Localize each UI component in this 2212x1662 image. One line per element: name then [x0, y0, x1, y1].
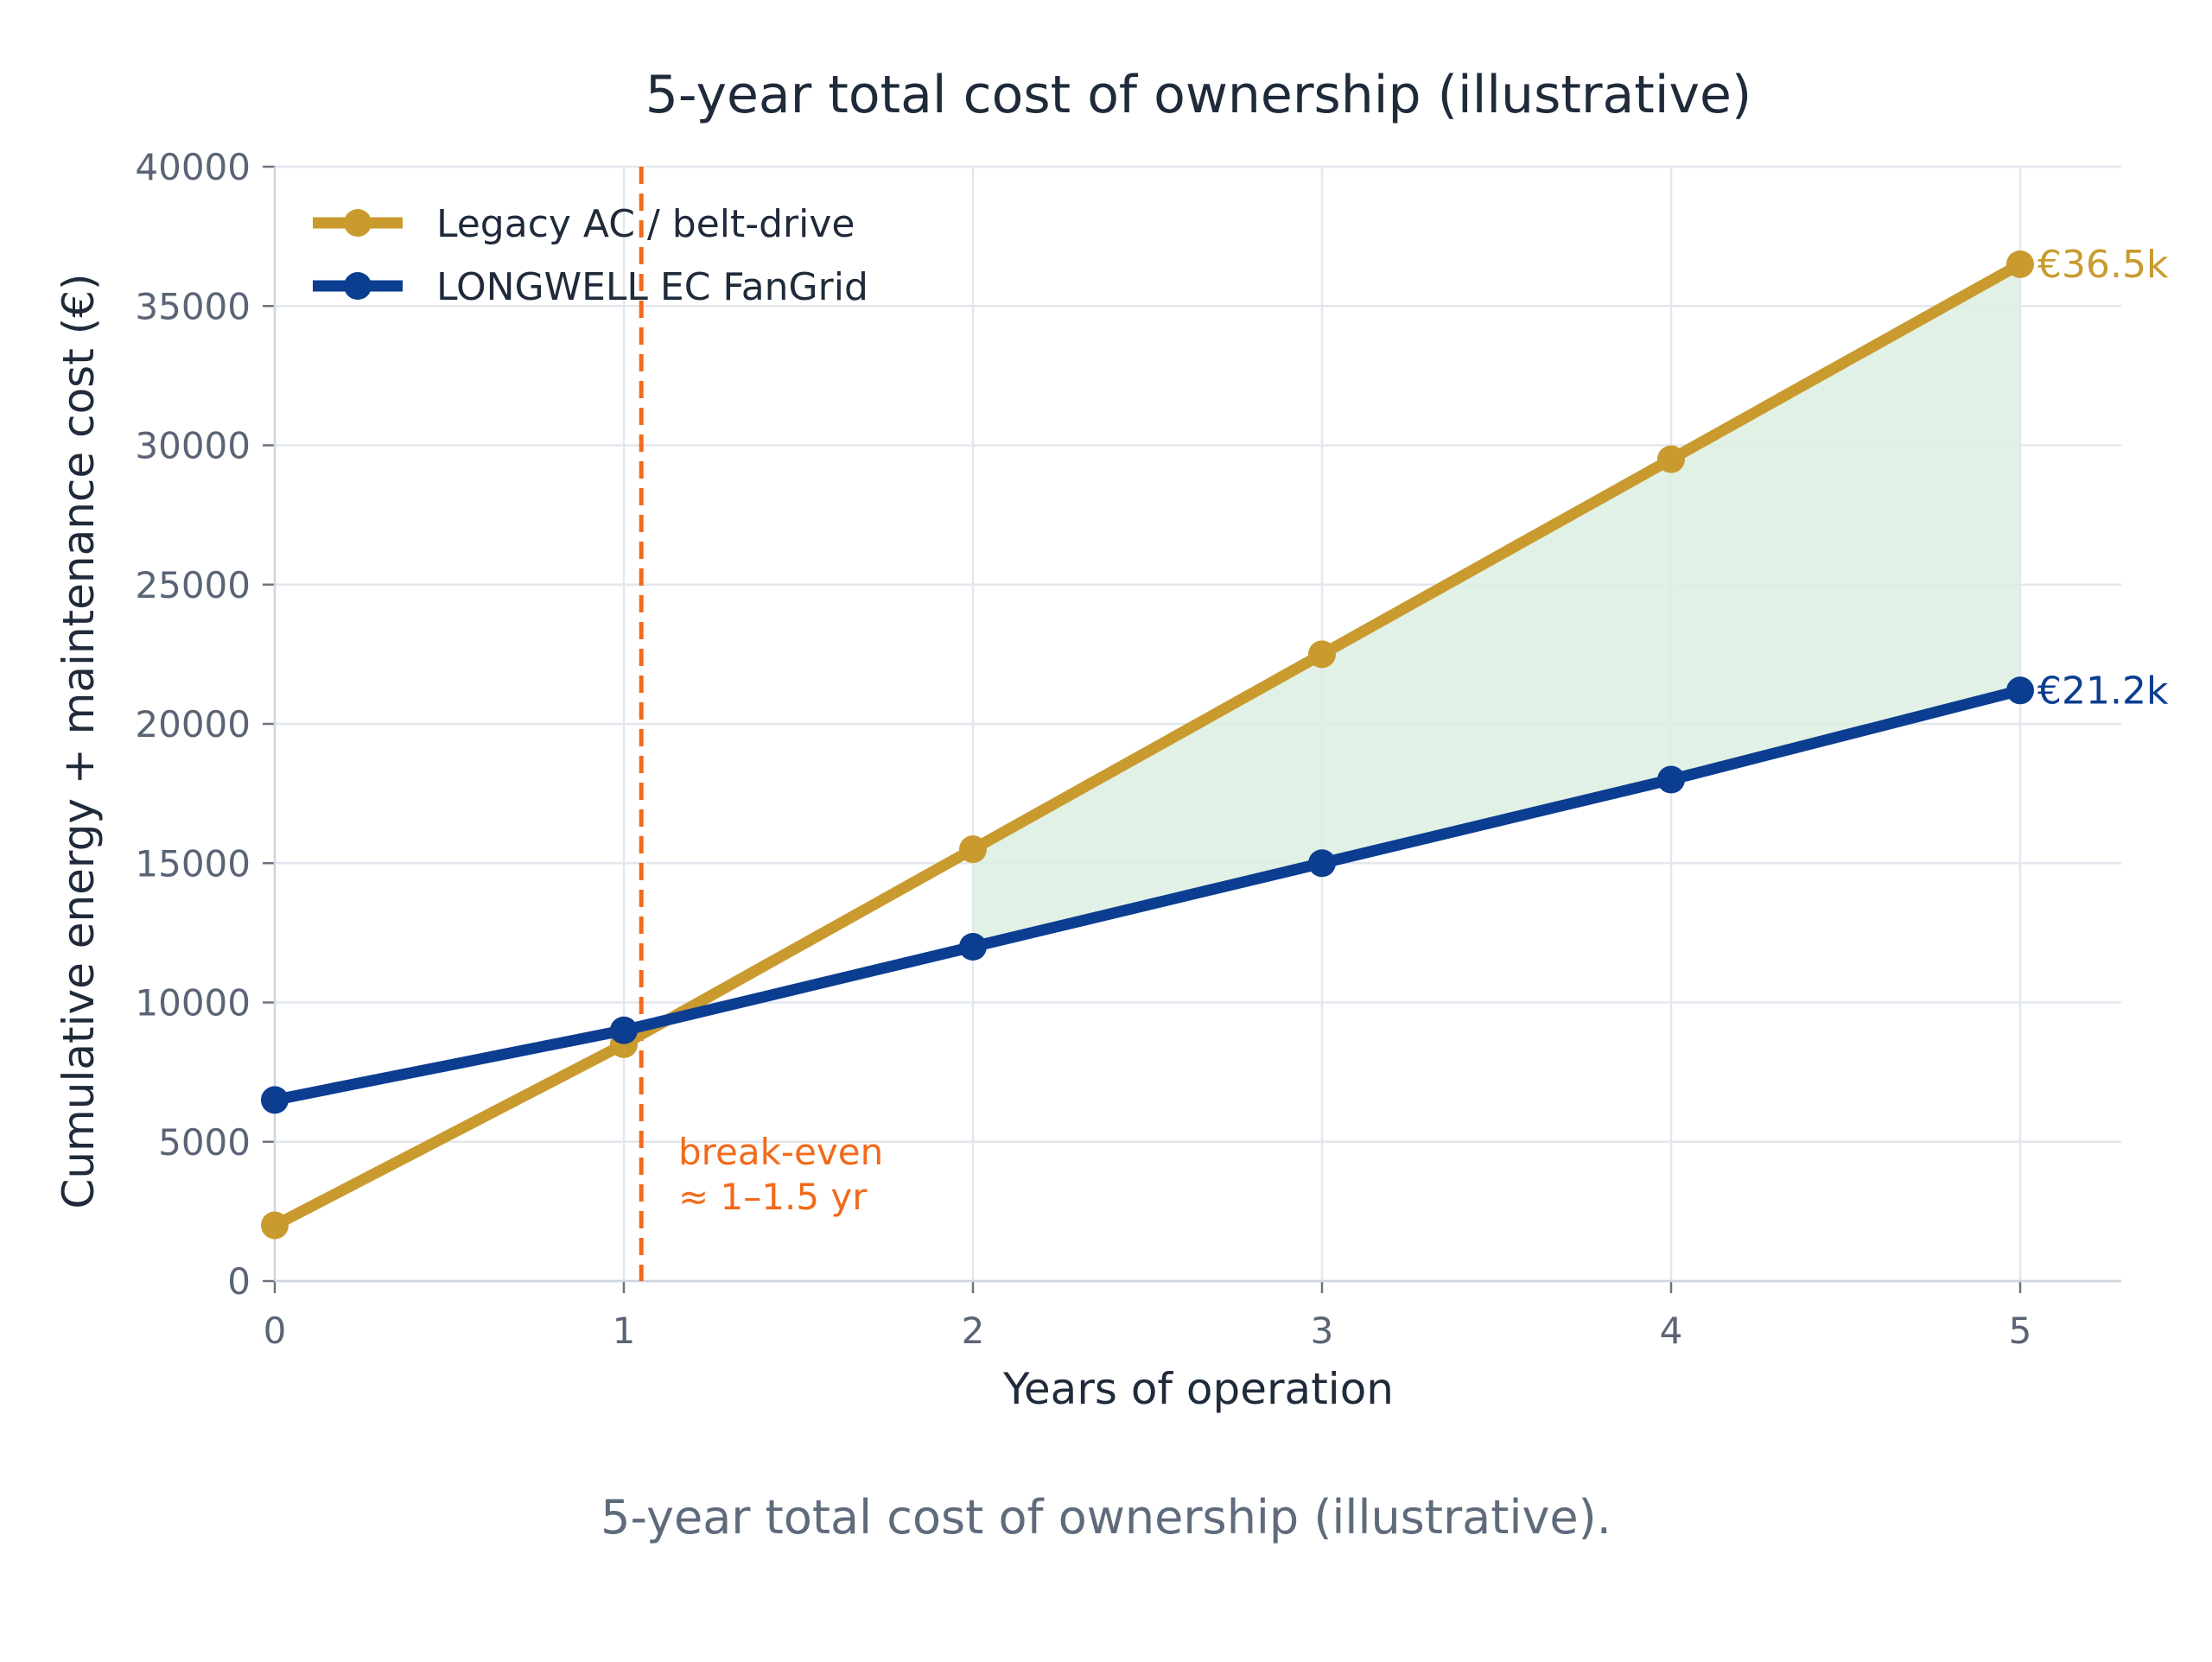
- data-point: [1308, 640, 1336, 669]
- y-tick-label: 0: [227, 1260, 251, 1303]
- legend-entry: LONGWELL EC FanGrid: [436, 265, 868, 309]
- end-value-label: €36.5k: [2037, 243, 2169, 287]
- legend: Legacy AC / belt-drive LONGWELL EC FanGri…: [313, 202, 868, 309]
- y-axis-label: Cumulative energy + maintenance cost (€): [54, 273, 104, 1208]
- end-value-label: €21.2k: [2037, 669, 2169, 713]
- series-lines: [261, 250, 2034, 1240]
- x-axis-label: Years of operation: [1002, 1364, 1394, 1414]
- labels: 5-year total cost of ownership (illustra…: [54, 65, 2169, 1414]
- data-point: [1657, 445, 1685, 473]
- y-tick-label: 35000: [135, 285, 251, 327]
- break-even-marker: break-even≈ 1–1.5 yr: [639, 167, 883, 1281]
- savings-shading: [973, 263, 2020, 947]
- break-even-label: break-even: [678, 1131, 883, 1173]
- figure-caption: 5-year total cost of ownership (illustra…: [601, 1490, 1611, 1545]
- x-tick-label: 3: [1311, 1310, 1334, 1352]
- data-point: [261, 1086, 289, 1114]
- series-line-legacy: [269, 258, 2026, 1231]
- chart-title: 5-year total cost of ownership (illustra…: [645, 65, 1752, 125]
- x-tick-label: 0: [264, 1310, 287, 1352]
- x-tick-label: 5: [2009, 1310, 2032, 1352]
- data-point: [2006, 250, 2034, 278]
- break-even-range-label: ≈ 1–1.5 yr: [678, 1176, 868, 1218]
- data-point: [2006, 676, 2034, 705]
- y-tick-label: 10000: [135, 982, 251, 1024]
- y-tick-label: 5000: [158, 1121, 251, 1164]
- y-tick-label: 25000: [135, 564, 251, 606]
- legend-marker: [344, 209, 372, 237]
- data-point: [959, 933, 987, 961]
- x-tick-label: 4: [1660, 1310, 1683, 1352]
- data-point: [1308, 849, 1336, 878]
- y-tick-label: 20000: [135, 703, 251, 745]
- data-point: [1657, 765, 1685, 794]
- y-tick-label: 15000: [135, 842, 251, 885]
- x-tick-label: 2: [962, 1310, 985, 1352]
- y-tick-label: 30000: [135, 425, 251, 467]
- data-point: [610, 1016, 638, 1044]
- data-point: [261, 1211, 289, 1240]
- data-point: [959, 835, 987, 864]
- x-tick-label: 1: [613, 1310, 636, 1352]
- series-line-longwell: [269, 684, 2026, 1106]
- y-tick-label: 40000: [135, 146, 251, 188]
- legend-marker: [344, 272, 372, 300]
- savings-area: [973, 263, 2020, 947]
- legend-entry: Legacy AC / belt-drive: [436, 202, 855, 246]
